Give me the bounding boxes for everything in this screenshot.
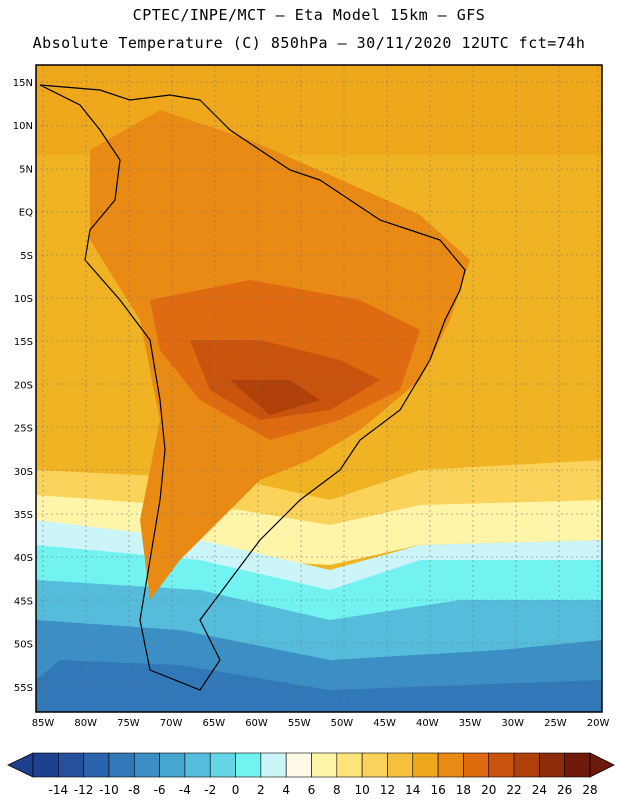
- colorbar-tick-label: -14: [49, 783, 69, 797]
- latitude-labels: 15N 10N 5N EQ 5S 10S 15S 20S 25S 30S 35S 40S 45S 50S 5…: [13, 78, 33, 694]
- lon-label: 30W: [501, 718, 524, 729]
- colorbar-swatch: [361, 752, 388, 778]
- colorbar-swatch: [184, 752, 211, 778]
- colorbar-swatch: [235, 752, 262, 778]
- lon-label: 35W: [459, 718, 482, 729]
- colorbar-swatch: [159, 752, 186, 778]
- lon-label: 85W: [32, 718, 55, 729]
- colorbar-swatch: [133, 752, 160, 778]
- title-line-2: Absolute Temperature (C) 850hPa – 30/11/…: [32, 34, 586, 52]
- lat-label: 45S: [14, 596, 33, 607]
- lat-label: EQ: [19, 208, 33, 219]
- colorbar-arrow-low: [7, 752, 34, 778]
- colorbar-swatch: [83, 752, 110, 778]
- colorbar-swatch: [564, 752, 591, 778]
- colorbar-swatch: [311, 752, 338, 778]
- lat-label: 25S: [14, 424, 33, 435]
- colorbar-ticks: -14 -12 -10 -8 -6 -4 -2 0 2 4 6 8 10 12 14 16 18 20 22 24 26…: [49, 783, 598, 797]
- colorbar-swatch: [58, 752, 84, 778]
- colorbar-tick-label: -10: [99, 783, 119, 797]
- colorbar-tick-label: 12: [380, 783, 395, 797]
- lon-label: 75W: [117, 718, 140, 729]
- colorbar-tick-label: 8: [333, 783, 341, 797]
- colorbar-tick-label: 14: [405, 783, 420, 797]
- colorbar-tick-label: -6: [154, 783, 166, 797]
- lon-label: 45W: [373, 718, 396, 729]
- colorbar-swatch: [488, 752, 515, 778]
- colorbar-tick-label: 0: [232, 783, 240, 797]
- colorbar-tick-label: 24: [532, 783, 547, 797]
- lat-label: 30S: [14, 467, 33, 478]
- lon-label: 40W: [416, 718, 439, 729]
- lat-label: 15N: [13, 78, 33, 89]
- longitude-labels: 85W 80W 75W 70W 65W 60W 55W 50W 45W 40W 35W 30W 25W 2…: [32, 718, 610, 729]
- colorbar-swatch: [412, 752, 439, 778]
- graticule: [36, 65, 602, 712]
- lat-label: 40S: [14, 553, 33, 564]
- colorbar-tick-label: 10: [354, 783, 369, 797]
- colorbar-tick-label: 18: [456, 783, 471, 797]
- colorbar-tick-label: -12: [74, 783, 94, 797]
- lat-label: 15S: [14, 337, 33, 348]
- lon-label: 60W: [245, 718, 268, 729]
- lat-label: 55S: [14, 683, 33, 694]
- lat-label: 20S: [14, 380, 33, 391]
- colorbar-tick-label: -4: [179, 783, 191, 797]
- colorbar-swatch: [336, 752, 363, 778]
- colorbar-tick-label: -8: [128, 783, 140, 797]
- colorbar: [7, 752, 615, 778]
- colorbar-tick-label: 26: [557, 783, 572, 797]
- colorbar-tick-label: 2: [257, 783, 265, 797]
- lon-label: 25W: [544, 718, 567, 729]
- lat-label: 50S: [14, 640, 33, 651]
- colorbar-swatch: [285, 752, 312, 778]
- colorbar-swatch: [513, 752, 540, 778]
- map-frame: [35, 64, 603, 713]
- colorbar-swatch: [209, 752, 236, 778]
- colorbar-tick-label: 4: [282, 783, 290, 797]
- colorbar-tick-label: 20: [481, 783, 496, 797]
- colorbar-tick-label: 6: [308, 783, 316, 797]
- lon-label: 80W: [74, 718, 97, 729]
- temperature-field: [36, 65, 602, 712]
- colorbar-arrow-high: [589, 752, 615, 778]
- lat-label: 5S: [20, 251, 33, 262]
- title-line-1: CPTEC/INPE/MCT – Eta Model 15km – GFS: [132, 6, 486, 24]
- colorbar-swatch: [260, 752, 287, 778]
- lon-label: 65W: [202, 718, 225, 729]
- colorbar-swatch: [437, 752, 464, 778]
- lat-label: 5N: [19, 164, 33, 175]
- colorbar-tick-label: 22: [506, 783, 521, 797]
- colorbar-swatch: [32, 752, 59, 778]
- colorbar-swatch: [108, 752, 135, 778]
- lat-label: 35S: [14, 510, 33, 521]
- lat-label: 10S: [14, 294, 33, 305]
- colorbar-tick-label: 28: [582, 783, 597, 797]
- colorbar-tick-label: -2: [204, 783, 216, 797]
- lat-label: 10N: [13, 121, 33, 132]
- colorbar-swatch: [387, 752, 414, 778]
- colorbar-swatch: [539, 752, 565, 778]
- lon-label: 20W: [587, 718, 610, 729]
- colorbar-tick-label: 16: [430, 783, 445, 797]
- lon-label: 50W: [331, 718, 354, 729]
- lon-label: 70W: [160, 718, 183, 729]
- colorbar-swatch: [463, 752, 490, 778]
- lon-label: 55W: [288, 718, 311, 729]
- coastline: [39, 84, 466, 691]
